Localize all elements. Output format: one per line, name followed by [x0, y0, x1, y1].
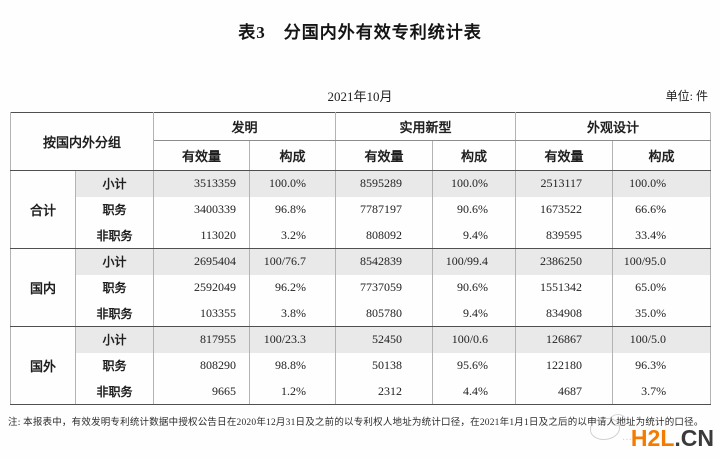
group-label-domestic: 国内	[10, 248, 76, 327]
cell-value: 52450	[335, 326, 434, 353]
table-row: 非职务 9665 1.2% 2312 4.4% 4687 3.7%	[11, 378, 712, 405]
table-meta-row: 2021年10月 单位: 件	[10, 86, 710, 104]
col-header-valid-count: 有效量	[515, 140, 614, 171]
cell-value: 9.4%	[432, 222, 517, 249]
col-header-composition: 构成	[249, 140, 337, 171]
watermark-doodle: …	[588, 412, 640, 448]
cell-value: 95.6%	[432, 352, 517, 379]
cell-value: 100.0%	[249, 170, 337, 197]
col-header-composition: 构成	[612, 140, 712, 171]
cell-value: 2592049	[153, 274, 251, 301]
table-row: 职务 3400339 96.8% 7787197 90.6% 1673522 6…	[11, 196, 712, 223]
row-group-header: 按国内外分组	[9, 112, 155, 171]
cell-value: 100/5.0	[612, 326, 712, 353]
row-label: 非职务	[74, 300, 155, 327]
cell-value: 100/99.4	[432, 248, 517, 275]
cell-value: 1673522	[515, 196, 614, 223]
table-row: 非职务 113020 3.2% 808092 9.4% 839595 33.4%	[11, 222, 712, 249]
cell-value: 7787197	[335, 196, 434, 223]
cell-value: 100/95.0	[612, 248, 712, 275]
cell-value: 96.2%	[249, 274, 337, 301]
group-label-foreign: 国外	[10, 326, 76, 405]
table-row: 国外 小计 817955 100/23.3 52450 100/0.6 1268…	[10, 326, 712, 405]
row-label: 非职务	[74, 378, 155, 405]
cell-value: 4.4%	[432, 378, 517, 405]
col-header-valid-count: 有效量	[335, 140, 434, 171]
cell-value: 122180	[515, 352, 614, 379]
doodle-dots: …	[622, 432, 634, 443]
row-label: 小计	[74, 248, 155, 275]
cell-value: 7737059	[335, 274, 434, 301]
cell-value: 9.4%	[432, 300, 517, 327]
row-label: 非职务	[74, 222, 155, 249]
cell-value: 9665	[153, 378, 251, 405]
cell-value: 3.8%	[249, 300, 337, 327]
cell-value: 98.8%	[249, 352, 337, 379]
row-label: 小计	[74, 170, 155, 197]
cell-value: 8595289	[335, 170, 434, 197]
cell-value: 1551342	[515, 274, 614, 301]
cell-value: 1.2%	[249, 378, 337, 405]
doodle-shape	[590, 418, 620, 440]
cell-value: 90.6%	[432, 274, 517, 301]
cell-value: 808290	[153, 352, 251, 379]
table-row: 职务 808290 98.8% 50138 95.6% 122180 96.3%	[11, 352, 712, 379]
cell-value: 96.3%	[612, 352, 712, 379]
watermark-brand: H2L	[630, 425, 675, 451]
cell-value: 3513359	[153, 170, 251, 197]
col-header-composition: 构成	[432, 140, 517, 171]
unit-label: 单位: 件	[665, 89, 708, 103]
cell-value: 2386250	[515, 248, 614, 275]
cell-value: 100.0%	[432, 170, 517, 197]
table-row: 合计 小计 3513359 100.0% 8595289 100.0% 2513…	[10, 170, 712, 249]
cell-value: 100/76.7	[249, 248, 337, 275]
cell-value: 100/0.6	[432, 326, 517, 353]
table-row: 非职务 103355 3.8% 805780 9.4% 834908 35.0%	[11, 300, 712, 327]
row-label: 职务	[74, 274, 155, 301]
cell-value: 126867	[515, 326, 614, 353]
patent-statistics-table: 按国内外分组 发明 实用新型 外观设计 有效量 构成 有效量 构成 有效量 构成…	[9, 112, 712, 405]
column-group-invention: 发明	[153, 112, 337, 141]
doodle-shape	[610, 414, 626, 426]
cell-value: 3.7%	[612, 378, 712, 405]
table-row: 职务 2592049 96.2% 7737059 90.6% 1551342 6…	[11, 274, 712, 301]
cell-value: 8542839	[335, 248, 434, 275]
row-label: 职务	[74, 196, 155, 223]
cell-value: 33.4%	[612, 222, 712, 249]
watermark-suffix: .CN	[674, 425, 714, 451]
cell-value: 3.2%	[249, 222, 337, 249]
column-group-utility-model: 实用新型	[335, 112, 517, 141]
cell-value: 50138	[335, 352, 434, 379]
table-row: 国内 小计 2695404 100/76.7 8542839 100/99.4 …	[10, 248, 712, 327]
group-label-total: 合计	[10, 170, 76, 249]
cell-value: 817955	[153, 326, 251, 353]
cell-value: 100.0%	[612, 170, 712, 197]
page-title: 表3 分国内外有效专利统计表	[238, 23, 482, 42]
col-header-valid-count: 有效量	[153, 140, 251, 171]
cell-value: 35.0%	[612, 300, 712, 327]
period-label: 2021年10月	[327, 89, 393, 104]
cell-value: 113020	[153, 222, 251, 249]
cell-value: 2312	[335, 378, 434, 405]
cell-value: 65.0%	[612, 274, 712, 301]
row-label: 职务	[74, 352, 155, 379]
cell-value: 96.8%	[249, 196, 337, 223]
cell-value: 3400339	[153, 196, 251, 223]
cell-value: 808092	[335, 222, 434, 249]
cell-value: 839595	[515, 222, 614, 249]
cell-value: 100/23.3	[249, 326, 337, 353]
cell-value: 2695404	[153, 248, 251, 275]
cell-value: 834908	[515, 300, 614, 327]
cell-value: 90.6%	[432, 196, 517, 223]
footnote: 注: 本报表中，有效发明专利统计数据中授权公告日在2020年12月31日及之前的…	[8, 418, 704, 428]
cell-value: 66.6%	[612, 196, 712, 223]
cell-value: 4687	[515, 378, 614, 405]
column-group-design: 外观设计	[515, 112, 712, 141]
cell-value: 103355	[153, 300, 251, 327]
row-label: 小计	[74, 326, 155, 353]
cell-value: 805780	[335, 300, 434, 327]
cell-value: 2513117	[515, 170, 614, 197]
site-watermark: H2L.CN	[631, 424, 714, 454]
